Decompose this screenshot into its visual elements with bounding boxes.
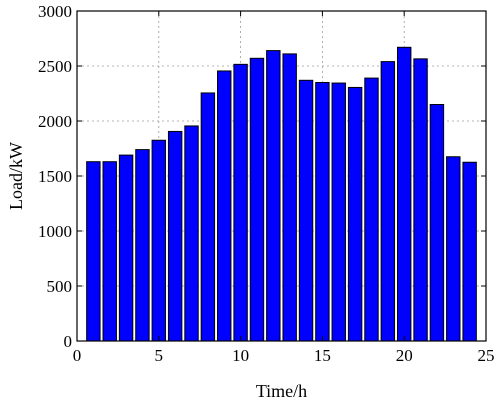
bar-hour-15 [315,82,330,342]
y-tick-label: 1500 [38,167,72,186]
y-tick-label: 2500 [38,57,72,76]
bar-hour-11 [249,57,265,342]
bar-hour-23 [446,156,461,342]
axis-ticks: 0 5 10 15 20 25 0 500 1000 1500 2000 2500 3000 [38,2,495,365]
bar-hour-9 [217,70,232,342]
bar-hour-5 [151,139,167,342]
bar-hour-3 [118,154,134,342]
x-tick-label: 0 [73,346,82,365]
bar-hour-7 [184,125,199,342]
bar-hour-12 [266,50,281,342]
x-axis-label: Time/h [256,381,307,401]
bar-hour-4 [135,149,150,342]
bar-hour-20 [396,46,412,342]
bar-hour-2 [102,161,117,342]
bar-hour-19 [380,61,396,342]
y-axis-label: Load/kW [6,142,26,210]
y-tick-label: 1000 [38,222,72,241]
bar-hour-6 [167,130,183,342]
bar-hour-17 [347,86,363,342]
x-tick-label: 10 [232,346,249,365]
x-tick-label: 5 [155,346,164,365]
bar-hour-10 [233,63,248,342]
y-tick-label: 2000 [38,112,72,131]
y-tick-label: 500 [47,277,73,296]
bar-hour-18 [364,77,379,342]
bar-hour-22 [429,104,445,342]
x-tick-label: 20 [396,346,413,365]
bar-hour-13 [282,53,297,342]
bar-hour-1 [86,161,101,342]
bar-hour-8 [200,92,216,342]
bar-hour-21 [413,58,428,342]
bars [86,46,477,342]
y-tick-label: 0 [64,332,73,351]
bar-hour-16 [331,82,346,342]
bar-hour-14 [298,79,314,342]
y-tick-label: 3000 [38,2,72,21]
x-tick-label: 25 [478,346,495,365]
x-tick-label: 15 [314,346,331,365]
bar-hour-24 [462,161,477,342]
